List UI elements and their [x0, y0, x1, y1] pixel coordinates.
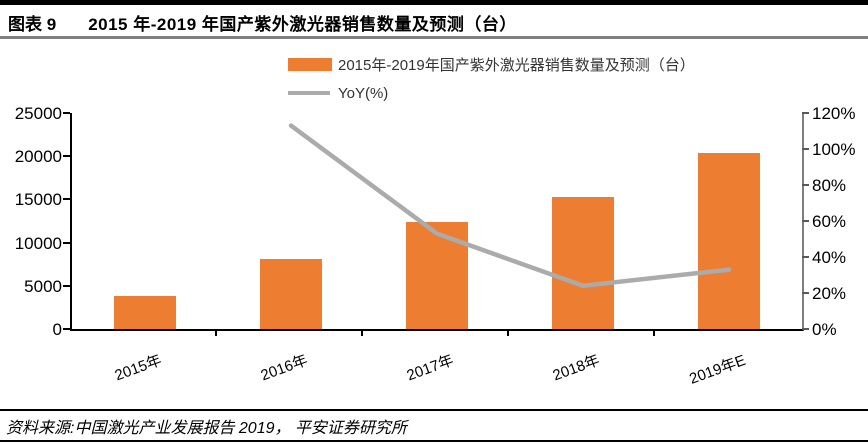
chart-legend: 2015年-2019年国产紫外激光器销售数量及预测（台） YoY(%) [288, 53, 695, 111]
right-axis-tick [802, 148, 809, 150]
footer-divider-bottom [0, 440, 868, 442]
left-axis-tick-label: 0 [52, 320, 62, 339]
source-note: 资料来源:中国激光产业发展报告 2019， 平安证券研究所 [6, 420, 407, 437]
left-axis-tick [63, 112, 70, 114]
left-axis-tick [63, 198, 70, 201]
sales-bar [698, 152, 760, 329]
bar-swatch-icon [288, 57, 332, 71]
x-axis-category-label: 2015年 [112, 351, 164, 385]
sales-bar [114, 296, 176, 329]
plot-area [70, 113, 804, 331]
yoy-line [288, 123, 732, 289]
left-axis-tick-label: 5000 [24, 276, 62, 296]
right-axis-tick [802, 256, 809, 258]
chart-area: 0 5000 10000 15000 20000 25000 0% 20% 40% 60% 80% 1… [0, 104, 868, 403]
legend-item-sales: 2015年-2019年国产紫外激光器销售数量及预测（台） [288, 53, 695, 75]
sales-bar [552, 196, 614, 329]
figure-title: 2015 年-2019 年国产紫外激光器销售数量及预测（台） [88, 14, 517, 34]
right-axis-tick [802, 292, 809, 294]
left-axis-tick-label: 25000 [14, 104, 62, 123]
right-axis-tick-label: 0% [812, 320, 837, 339]
right-axis-tick-label: 80% [812, 176, 847, 195]
x-axis-category-label: 2016年 [258, 351, 310, 385]
right-axis-tick-label: 20% [812, 284, 847, 303]
sales-bar [260, 259, 322, 329]
figure-header: 图表 9 2015 年-2019 年国产紫外激光器销售数量及预测（台） [8, 9, 860, 35]
left-axis-tick-label: 15000 [14, 190, 62, 210]
right-axis-tick [802, 220, 809, 222]
x-axis-tick [215, 331, 217, 336]
x-axis-tick [507, 331, 509, 336]
legend-label-yoy: YoY(%) [338, 84, 389, 102]
left-axis-tick [63, 328, 70, 330]
left-axis-tick [63, 284, 70, 287]
x-axis-tick [653, 331, 655, 336]
left-axis-tick [63, 155, 70, 158]
x-axis-category-label: 2017年 [404, 351, 456, 385]
right-axis-tick [802, 184, 809, 186]
header-divider [0, 36, 868, 39]
line-swatch-icon [288, 91, 330, 95]
right-axis-tick-label: 100% [812, 140, 856, 159]
x-axis-category-label: 2019年E [687, 351, 748, 388]
right-axis-tick [802, 112, 809, 114]
x-axis-tick [361, 331, 363, 336]
x-axis-category-label: 2018年 [550, 351, 602, 385]
footer-divider-top [0, 409, 868, 411]
legend-item-yoy: YoY(%) [288, 82, 695, 104]
right-axis-tick [802, 328, 809, 330]
left-axis-tick-label: 10000 [14, 233, 62, 253]
right-axis-tick-label: 60% [812, 212, 847, 231]
right-axis-tick-label: 40% [812, 248, 847, 267]
left-axis-tick [63, 241, 70, 244]
left-axis-tick-label: 20000 [14, 147, 62, 167]
right-axis-tick-label: 120% [812, 104, 856, 123]
figure-number: 图表 9 [8, 14, 57, 34]
legend-label-sales: 2015年-2019年国产紫外激光器销售数量及预测（台） [338, 56, 695, 74]
top-divider [0, 0, 868, 5]
